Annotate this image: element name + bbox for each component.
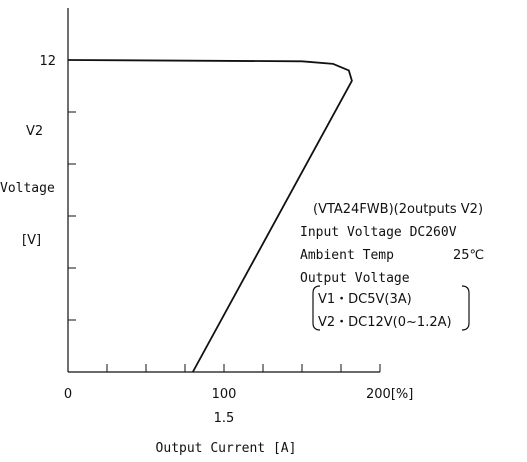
chart-ticks <box>68 59 381 372</box>
annotation-v2: V2・DC12V(0~1.2A) <box>318 315 452 330</box>
annotation-v1: V1・DC5V(3A) <box>318 292 412 307</box>
y-axis-label-line: V2 <box>26 124 43 139</box>
annotation-output-voltage: Output Voltage <box>300 271 410 286</box>
y-axis-label-line: Voltage <box>0 181 55 196</box>
x-tick-label: 0 <box>64 387 72 402</box>
x-tick-label: 100 <box>212 387 237 402</box>
x-tick-label: 200[%] <box>366 387 413 402</box>
series-line <box>67 59 353 373</box>
y-axis-label-line: [V] <box>22 233 41 248</box>
chart-annotation: (VTA24FWB)(2outputs V2) Input Voltage DC2… <box>300 202 484 331</box>
chart-labels: 12 0 100 200[%] 1.5 V2 Voltage [V] Output Curren… <box>0 54 413 456</box>
annotation-ambient-label: Ambient Temp <box>300 248 394 263</box>
annotation-ambient-value: 25℃ <box>453 248 484 263</box>
x-secondary-tick-label: 1.5 <box>214 411 235 426</box>
annotation-model: (VTA24FWB)(2outputs V2) <box>313 202 483 217</box>
annotation-input-voltage: Input Voltage DC260V <box>300 225 457 240</box>
y-tick-label: 12 <box>39 54 56 69</box>
left-bracket <box>312 285 321 331</box>
x-axis-label: Output Current [A] <box>156 441 297 456</box>
chart-series <box>67 59 353 373</box>
right-bracket <box>461 285 470 331</box>
